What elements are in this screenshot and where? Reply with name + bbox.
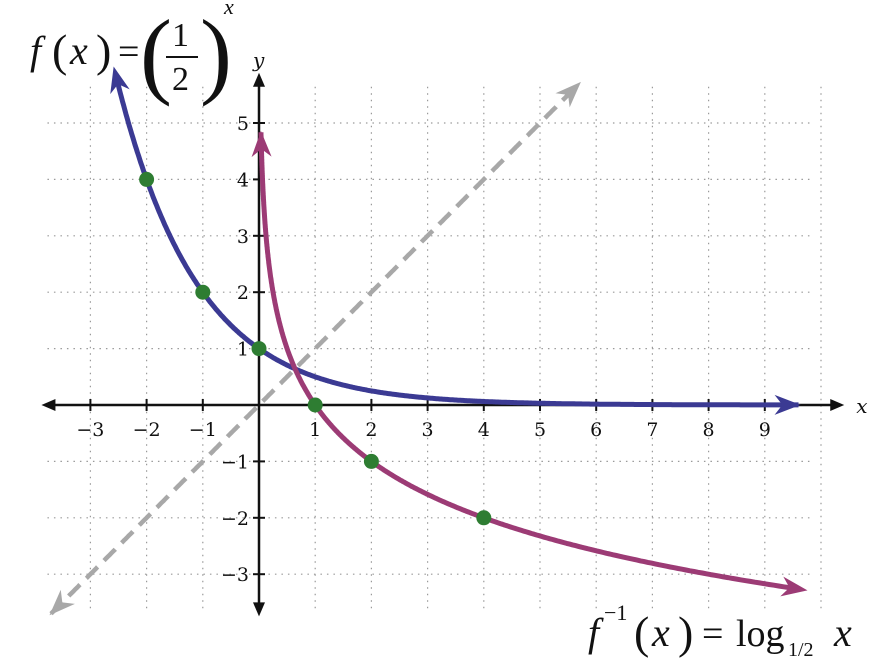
tick-labels: −3 −2 −1 1 2 3 4 5 6 7 8 9 5 4 3 2 1 −1 −2 −3 xyxy=(76,113,770,586)
log-curve xyxy=(258,130,799,592)
axes xyxy=(41,72,845,617)
exp-curve xyxy=(113,74,800,408)
finv-superscript: −1 xyxy=(604,600,627,625)
log-point xyxy=(363,453,379,469)
y-axis-arrow-up xyxy=(253,72,265,87)
finv-arg: x xyxy=(833,610,852,655)
identity-arrow-end xyxy=(555,81,581,108)
x-tick-label: 2 xyxy=(365,419,377,441)
f-numerator: 1 xyxy=(172,17,189,54)
f-var: x xyxy=(69,28,88,73)
x-tick-label: 9 xyxy=(759,419,771,441)
exp-function-label: f ( x ) = ( 1 2 ) x xyxy=(30,0,234,107)
x-tick-label: 3 xyxy=(422,419,434,441)
f-big-rparen: ) xyxy=(200,0,232,107)
finv-log-base: 1/2 xyxy=(788,639,814,660)
x-tick-label: 4 xyxy=(478,419,490,441)
x-tick-label: 8 xyxy=(703,419,715,441)
exp-arrow-end xyxy=(774,394,801,415)
log-function-label: f −1 ( x ) = log 1/2 x xyxy=(588,600,852,660)
f-rparen: ) xyxy=(96,25,111,76)
y-axis-arrow-down xyxy=(253,602,265,617)
grid xyxy=(47,86,822,611)
y-tick-label: 4 xyxy=(237,169,249,191)
y-tick-label: −3 xyxy=(221,564,249,586)
f-func: f xyxy=(30,28,46,73)
curves xyxy=(49,66,808,616)
points xyxy=(139,171,492,526)
y-axis-label: y xyxy=(252,48,265,72)
log-point xyxy=(307,397,323,413)
f-exponent: x xyxy=(223,0,234,19)
y-tick-label: −2 xyxy=(221,508,249,530)
finv-equals: = xyxy=(702,613,723,655)
x-axis-arrow-right xyxy=(830,399,845,411)
y-tick-label: 5 xyxy=(237,113,249,135)
x-tick-label: −1 xyxy=(189,419,217,441)
exp-point xyxy=(251,341,267,357)
x-tick-label: −2 xyxy=(133,419,161,441)
log-arrow-start xyxy=(251,130,272,158)
x-axis-label: x xyxy=(856,394,867,418)
exp-point xyxy=(139,171,155,187)
x-tick-label: 6 xyxy=(590,419,602,441)
y-tick-label: 1 xyxy=(237,339,249,361)
finv-rparen: ) xyxy=(678,607,693,658)
f-lparen: ( xyxy=(52,25,67,76)
finv-var: x xyxy=(651,610,670,655)
f-equals: = xyxy=(118,31,139,73)
finv-log: log xyxy=(736,613,785,655)
identity-arrow-start xyxy=(49,589,75,616)
f-denominator: 2 xyxy=(172,61,189,98)
exp-point xyxy=(195,284,211,300)
y-tick-label: 3 xyxy=(237,226,249,248)
log-point xyxy=(476,510,492,526)
y-tick-label: −1 xyxy=(221,451,249,473)
exp-arrow-start xyxy=(110,66,130,95)
finv-lparen: ( xyxy=(634,607,649,658)
x-tick-label: 1 xyxy=(309,419,321,441)
finv-func: f xyxy=(588,610,604,655)
y-tick-label: 2 xyxy=(237,282,249,304)
log-arrow-end xyxy=(780,576,808,597)
x-tick-label: −3 xyxy=(76,419,104,441)
f-big-lparen: ( xyxy=(140,0,172,107)
x-axis-arrow-left xyxy=(41,399,56,411)
x-tick-label: 7 xyxy=(646,419,658,441)
x-tick-label: 5 xyxy=(534,419,546,441)
